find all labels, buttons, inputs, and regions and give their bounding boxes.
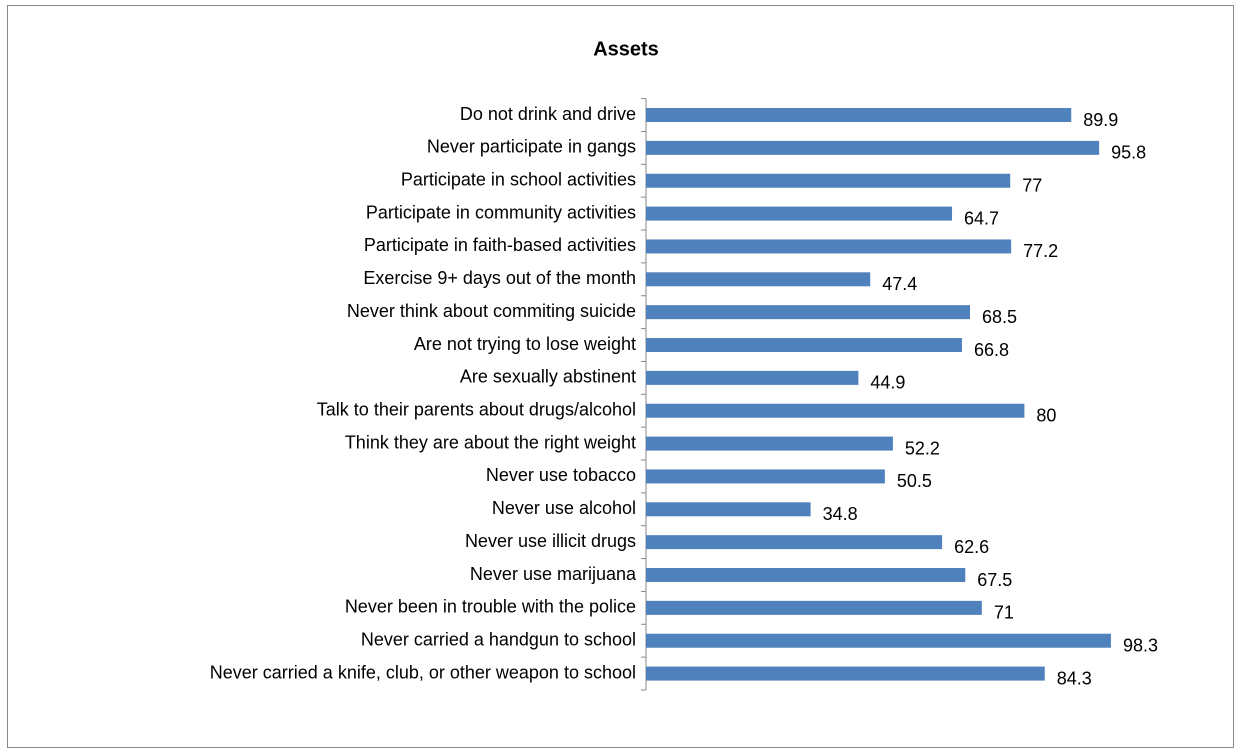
data-label: 66.8 <box>974 340 1009 360</box>
y-tick-label: Exercise 9+ days out of the month <box>363 268 636 288</box>
data-label: 95.8 <box>1111 143 1146 163</box>
data-label: 34.8 <box>823 504 858 524</box>
data-label: 47.4 <box>882 274 917 294</box>
data-label: 77.2 <box>1023 241 1058 261</box>
y-tick-label: Never carried a handgun to school <box>361 629 636 649</box>
y-tick-label: Participate in faith-based activities <box>364 235 636 255</box>
data-label: 71 <box>994 603 1014 623</box>
bar <box>646 206 953 221</box>
y-tick-label: Never think about commiting suicide <box>347 301 636 321</box>
bar <box>646 535 943 550</box>
bar <box>646 403 1025 418</box>
chart-frame <box>7 5 1234 748</box>
y-tick-label: Are sexually abstinent <box>460 367 636 387</box>
data-label: 80 <box>1036 405 1056 425</box>
y-tick-label: Talk to their parents about drugs/alcoho… <box>317 399 636 419</box>
bar <box>646 370 859 385</box>
y-tick-label: Do not drink and drive <box>460 104 636 124</box>
bar <box>646 173 1011 188</box>
data-label: 68.5 <box>982 307 1017 327</box>
y-tick-label: Never use tobacco <box>486 465 636 485</box>
bar <box>646 305 971 320</box>
chart-title: Assets <box>593 38 659 60</box>
y-tick-label: Never participate in gangs <box>427 137 636 157</box>
y-tick-label: Never use illicit drugs <box>465 531 636 551</box>
data-label: 52.2 <box>905 438 940 458</box>
bar <box>646 502 811 517</box>
bar <box>646 338 962 353</box>
data-label: 98.3 <box>1123 635 1158 655</box>
bar <box>646 436 893 451</box>
data-label: 44.9 <box>870 373 905 393</box>
data-label: 50.5 <box>897 471 932 491</box>
y-tick-label: Are not trying to lose weight <box>414 334 636 354</box>
y-tick-label: Never use marijuana <box>470 564 637 584</box>
bar <box>646 600 982 615</box>
bar <box>646 272 871 287</box>
data-label: 77 <box>1022 175 1042 195</box>
bar <box>646 239 1012 254</box>
data-label: 67.5 <box>977 570 1012 590</box>
y-tick-label: Participate in school activities <box>401 169 636 189</box>
data-label: 89.9 <box>1083 110 1118 130</box>
y-tick-label: Think they are about the right weight <box>345 432 636 452</box>
bar <box>646 666 1045 681</box>
bar <box>646 633 1111 648</box>
data-label: 84.3 <box>1057 668 1092 688</box>
data-label: 64.7 <box>964 208 999 228</box>
y-tick-label: Never use alcohol <box>492 498 636 518</box>
y-tick-label: Never carried a knife, club, or other we… <box>210 662 636 682</box>
data-label: 62.6 <box>954 537 989 557</box>
bar <box>646 469 885 484</box>
bar <box>646 568 966 583</box>
bar <box>646 108 1072 123</box>
bar <box>646 140 1100 155</box>
y-tick-label: Participate in community activities <box>366 202 636 222</box>
y-tick-label: Never been in trouble with the police <box>345 597 636 617</box>
